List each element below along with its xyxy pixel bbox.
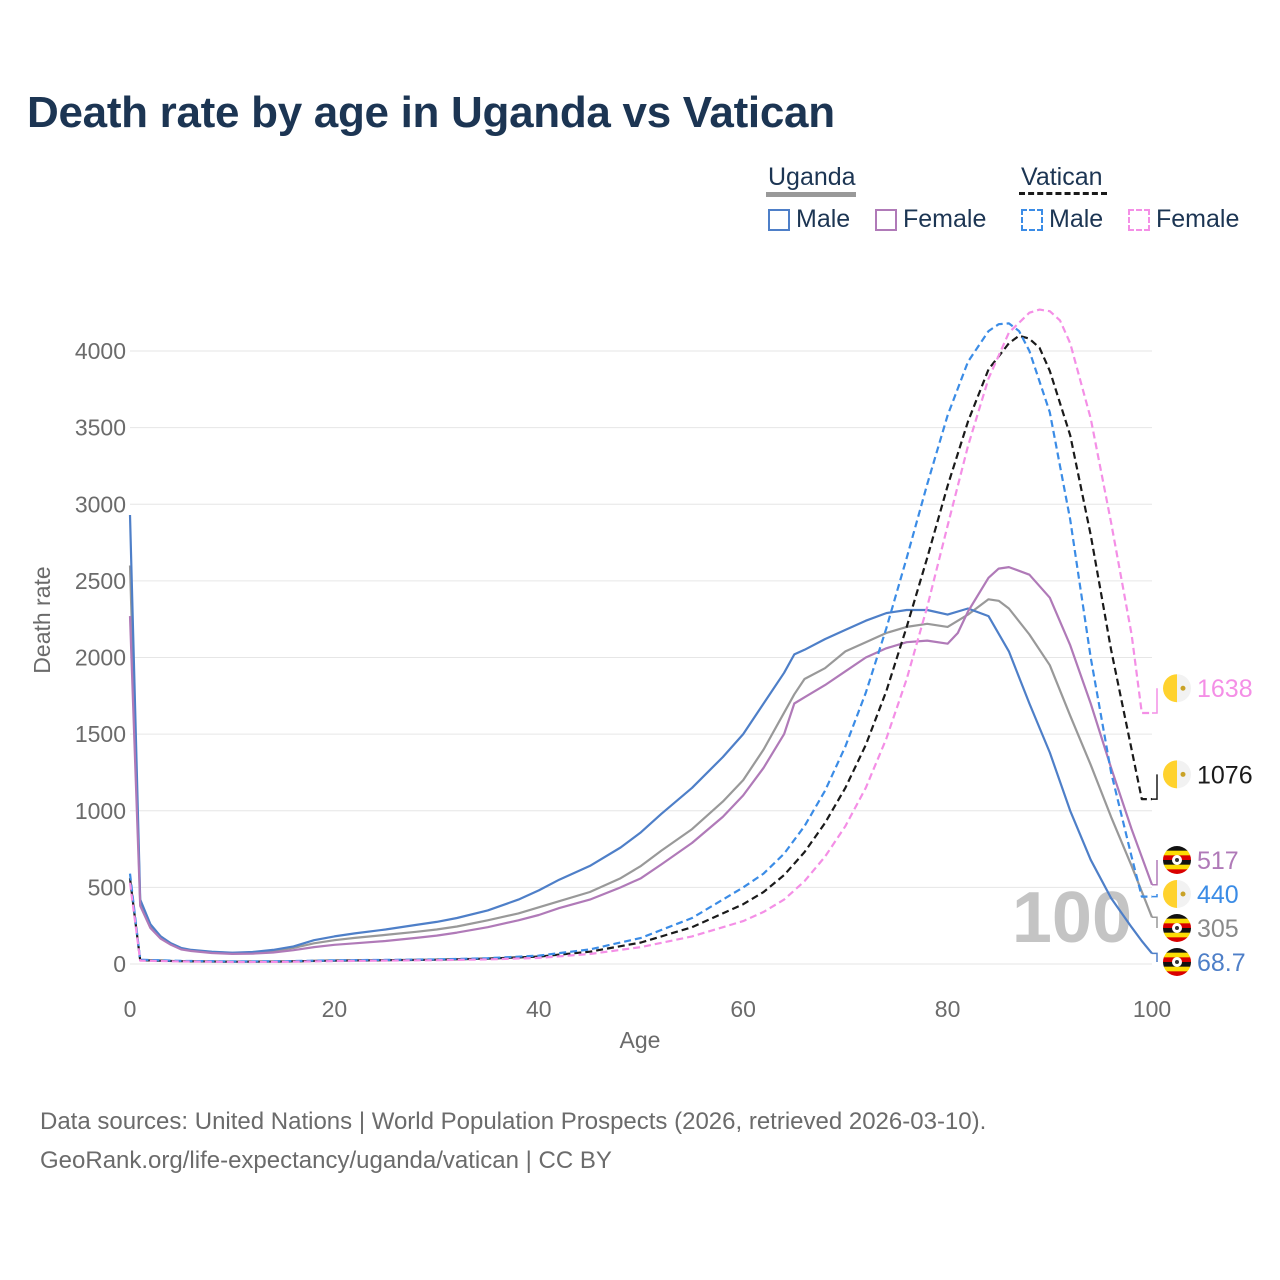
end-label-connector xyxy=(1152,894,1158,898)
series-line-uganda-female xyxy=(128,566,1154,955)
legend-group-vatican-underline xyxy=(1019,192,1107,195)
end-label-connector xyxy=(1152,952,1158,962)
legend-group-uganda: Uganda xyxy=(768,163,856,191)
y-tick-label: 0 xyxy=(113,951,126,977)
y-tick-label: 3500 xyxy=(75,415,126,441)
uganda-flag-icon xyxy=(1163,846,1191,874)
legend-item-uganda-male[interactable]: Male xyxy=(768,205,850,234)
end-label-connector xyxy=(1152,688,1158,714)
y-tick-label: 500 xyxy=(88,874,126,900)
legend-label: Male xyxy=(796,205,851,233)
legend-swatch xyxy=(768,208,790,231)
series-line-uganda-total xyxy=(128,565,1154,955)
uganda-flag-icon xyxy=(1163,914,1191,942)
end-label-value: 305 xyxy=(1197,915,1239,943)
y-axis-label: Death rate xyxy=(29,566,55,673)
x-axis-label: Age xyxy=(620,1027,661,1053)
end-label-connector xyxy=(1152,774,1158,800)
footer-attribution: GeoRank.org/life-expectancy/uganda/vatic… xyxy=(40,1147,612,1174)
x-tick-label: 80 xyxy=(935,996,961,1022)
end-label-uganda-total: 305 xyxy=(1152,914,1239,943)
y-axis-ticks: 0 500 1000 1500 2000 2500 3000 3500 4000 xyxy=(75,338,126,977)
end-label-value: 517 xyxy=(1197,847,1239,875)
legend-label: Male xyxy=(1049,205,1104,233)
end-label-value: 1076 xyxy=(1197,761,1253,789)
footer-sources: Data sources: United Nations | World Pop… xyxy=(40,1108,987,1135)
x-axis-ticks: 0 20 40 60 80 100 xyxy=(124,996,1172,1022)
end-label-connector xyxy=(1152,860,1158,886)
legend-item-uganda-female[interactable]: Female xyxy=(875,205,986,234)
y-tick-label: 3000 xyxy=(75,491,126,517)
legend-item-vatican-female[interactable]: Female xyxy=(1128,205,1239,234)
end-label-connector xyxy=(1152,916,1158,928)
legend-label: Female xyxy=(1156,205,1240,233)
end-label-value: 440 xyxy=(1197,881,1239,909)
legend-swatch xyxy=(1128,208,1150,231)
uganda-flag-icon xyxy=(1163,948,1191,976)
gridlines xyxy=(130,350,1152,965)
legend-item-vatican-male[interactable]: Male xyxy=(1021,205,1103,234)
vatican-flag-icon xyxy=(1163,760,1192,789)
end-label-vatican-total: 1076 xyxy=(1152,760,1253,800)
end-label-vatican-female: 1638 xyxy=(1152,674,1253,714)
end-labels: 1638 1076 517 440 305 68.7 xyxy=(1152,674,1253,977)
legend-swatch xyxy=(875,208,897,231)
end-label-uganda-male: 68.7 xyxy=(1152,948,1246,977)
x-tick-label: 60 xyxy=(730,996,756,1022)
chart-title: Death rate by age in Uganda vs Vatican xyxy=(27,88,835,137)
y-tick-label: 4000 xyxy=(75,338,126,364)
legend-group-vatican: Vatican xyxy=(1021,163,1103,191)
series-line-vatican-female xyxy=(128,308,1152,964)
y-tick-label: 2500 xyxy=(75,568,126,594)
x-tick-label: 100 xyxy=(1133,996,1171,1022)
end-label-value: 68.7 xyxy=(1197,949,1246,977)
year-watermark: 100 xyxy=(1012,878,1132,958)
y-tick-label: 1500 xyxy=(75,721,126,747)
series-line-uganda-male xyxy=(128,514,1153,955)
legend-group-uganda-underline xyxy=(766,192,856,197)
vatican-flag-icon xyxy=(1163,880,1191,908)
y-tick-label: 2000 xyxy=(75,645,126,671)
end-label-uganda-female: 517 xyxy=(1152,846,1239,886)
x-tick-label: 0 xyxy=(124,996,137,1022)
vatican-flag-icon xyxy=(1163,674,1192,703)
y-tick-label: 1000 xyxy=(75,798,126,824)
x-tick-label: 20 xyxy=(322,996,348,1022)
series-line-vatican-total xyxy=(128,334,1152,963)
series-lines xyxy=(128,308,1154,964)
legend-swatch xyxy=(1021,208,1043,231)
x-tick-label: 40 xyxy=(526,996,552,1022)
legend-label: Female xyxy=(903,205,987,233)
end-label-vatican-male: 440 xyxy=(1152,880,1239,909)
end-label-value: 1638 xyxy=(1197,675,1253,703)
